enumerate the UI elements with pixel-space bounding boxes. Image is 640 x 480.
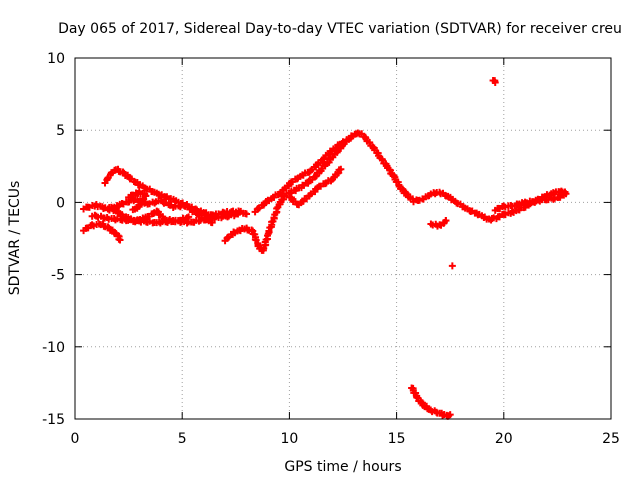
plot-frame <box>74 57 612 420</box>
y-tick-label: -5 <box>51 268 65 284</box>
series-track-13 <box>408 384 454 420</box>
data-point <box>119 168 127 176</box>
data-point <box>448 262 456 270</box>
y-tick-label: 0 <box>56 195 65 211</box>
data-point <box>208 219 216 227</box>
grid-lines <box>75 58 611 419</box>
chart-title: Day 065 of 2017, Sidereal Day-to-day VTE… <box>58 21 622 37</box>
data-point <box>446 411 454 419</box>
series-track-7 <box>221 129 504 254</box>
data-points <box>80 76 570 420</box>
series-isolated-1 <box>448 262 456 270</box>
x-tick-label: 5 <box>178 431 187 447</box>
series-track-10 <box>427 217 450 230</box>
y-tick-label: 10 <box>47 51 65 67</box>
series-track-9 <box>285 165 345 209</box>
y-tick-label: -15 <box>42 412 65 428</box>
y-tick-label: 5 <box>56 123 65 139</box>
data-point <box>339 138 347 146</box>
data-point <box>427 220 435 228</box>
series-isolated-2 <box>489 76 499 87</box>
data-point <box>562 190 570 198</box>
data-point <box>151 199 159 207</box>
series-track-4 <box>101 165 216 227</box>
series-track-6 <box>125 188 150 214</box>
series-track-5 <box>105 203 193 226</box>
data-point <box>104 223 112 231</box>
data-point <box>116 236 124 244</box>
x-tick-label: 15 <box>388 431 406 447</box>
x-tick-label: 0 <box>71 431 80 447</box>
series-track-2 <box>80 220 124 244</box>
series-track-12 <box>496 187 570 220</box>
x-tick-label: 10 <box>280 431 298 447</box>
data-point <box>185 213 193 221</box>
x-tick-label: 25 <box>602 431 620 447</box>
x-tick-label: 20 <box>495 431 513 447</box>
x-axis-label: GPS time / hours <box>284 459 401 475</box>
data-point <box>234 210 242 218</box>
axis-ticks: 0 5 10 15 20 25 -15 -10 -5 0 5 10 <box>42 51 620 447</box>
series-track-8 <box>251 138 347 216</box>
y-tick-label: -10 <box>42 340 65 356</box>
data-point <box>243 210 251 218</box>
data-point <box>273 204 281 212</box>
data-point <box>337 165 345 173</box>
y-axis-label: SDTVAR / TECUs <box>7 181 23 296</box>
data-point <box>491 79 499 87</box>
data-point <box>129 206 137 214</box>
